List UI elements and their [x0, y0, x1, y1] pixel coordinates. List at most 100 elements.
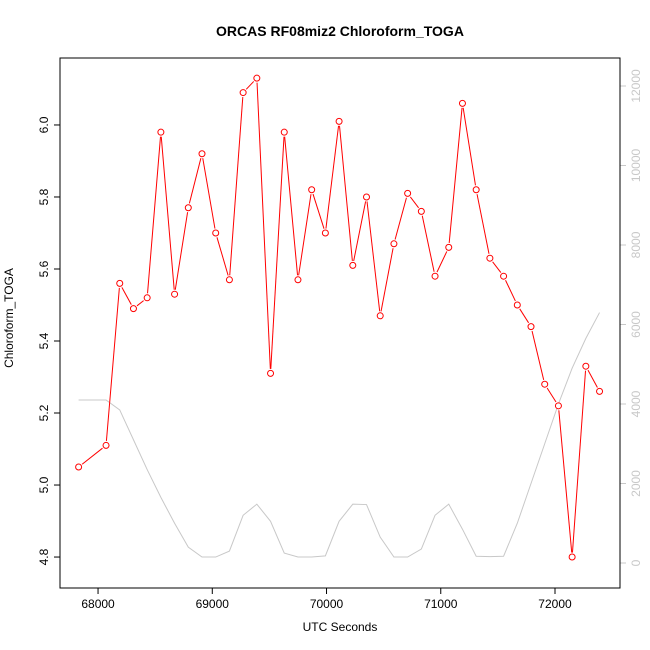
series-segment-0-5 — [160, 136, 175, 290]
series-segment-0-4 — [147, 136, 162, 294]
series-segment-0-26 — [448, 107, 463, 243]
data-point — [376, 312, 384, 320]
series-segment-0-20 — [366, 201, 381, 312]
x-tick-label: 72000 — [538, 597, 572, 611]
series-segment-0-29 — [492, 261, 502, 273]
y2-tick-label: 12000 — [629, 69, 643, 103]
series-segment-0-3 — [136, 300, 144, 307]
y-tick-label: 6.0 — [37, 116, 51, 133]
data-point — [458, 99, 466, 107]
data-point — [198, 150, 206, 158]
data-point — [554, 402, 562, 410]
series-segment-0-23 — [409, 196, 420, 209]
y2-tick-label: 2000 — [629, 470, 643, 497]
data-point — [75, 463, 83, 471]
series-segment-0-33 — [546, 387, 557, 403]
x-tick-label: 71000 — [424, 597, 458, 611]
data-point — [225, 276, 233, 284]
plot-frame — [59, 57, 621, 589]
series-segment-0-18 — [339, 125, 353, 261]
series-segment-0-30 — [505, 280, 516, 302]
data-point — [171, 290, 179, 298]
data-point — [541, 380, 549, 388]
data-point — [349, 261, 357, 269]
series-segment-0-27 — [462, 107, 476, 186]
x-axis-label: UTC Seconds — [303, 620, 378, 634]
series-segment-0-24 — [421, 215, 435, 272]
altitude-line — [78, 312, 600, 558]
series-segment-0-19 — [353, 201, 367, 262]
series-segment-0-21 — [380, 248, 394, 312]
series-segment-0-2 — [121, 287, 132, 305]
series-segment-0-11 — [245, 81, 255, 90]
data-point — [212, 229, 220, 237]
data-point — [294, 276, 302, 284]
series-segment-0-22 — [394, 197, 407, 240]
data-point — [431, 272, 439, 280]
data-point — [445, 243, 453, 251]
series-segment-0-1 — [105, 287, 120, 441]
data-point — [184, 204, 192, 212]
data-point — [472, 186, 480, 194]
x-tick-label: 68000 — [81, 597, 115, 611]
data-point — [513, 301, 521, 309]
y2-tick-label: 6000 — [629, 311, 643, 338]
data-point — [308, 186, 316, 194]
x-tick-label: 69000 — [196, 597, 230, 611]
series-segment-0-0 — [81, 447, 103, 465]
data-point — [404, 189, 412, 197]
y2-tick-label: 10000 — [629, 148, 643, 182]
data-point — [582, 362, 590, 370]
series-segment-0-28 — [476, 194, 490, 254]
data-point — [253, 74, 261, 82]
data-point — [596, 387, 604, 395]
series-segment-0-7 — [188, 158, 202, 204]
data-point — [390, 240, 398, 248]
data-point — [280, 128, 288, 136]
series-segment-0-8 — [202, 158, 216, 229]
data-point — [239, 89, 247, 97]
data-point — [363, 193, 371, 201]
series-segment-0-9 — [216, 237, 229, 276]
y-axis-label: Chloroform_TOGA — [2, 268, 16, 368]
series-segment-0-31 — [519, 308, 530, 324]
series-segment-0-25 — [436, 251, 448, 273]
series-segment-0-32 — [531, 330, 545, 380]
data-point — [335, 117, 343, 125]
data-point — [568, 553, 576, 561]
data-point — [116, 279, 124, 287]
data-point — [417, 207, 425, 215]
y-tick-label: 4.8 — [37, 548, 51, 565]
chart-title: ORCAS RF08miz2 Chloroform_TOGA — [216, 23, 464, 39]
series-segment-0-15 — [298, 194, 312, 276]
series-segment-0-34 — [558, 410, 573, 553]
y-tick-label: 5.6 — [37, 260, 51, 277]
series-segment-0-17 — [325, 125, 340, 229]
series-segment-0-14 — [284, 136, 299, 276]
y2-tick-label: 4000 — [629, 390, 643, 417]
series-segment-0-35 — [571, 370, 587, 553]
series-segment-0-12 — [256, 82, 271, 369]
data-point — [500, 272, 508, 280]
y-tick-label: 5.4 — [37, 332, 51, 349]
y-tick-label: 5.0 — [37, 476, 51, 493]
data-point — [527, 323, 535, 331]
y-tick-label: 5.8 — [37, 188, 51, 205]
series-segment-0-13 — [270, 136, 285, 369]
series-segment-0-16 — [312, 193, 325, 229]
data-point — [321, 229, 329, 237]
data-point — [157, 128, 165, 136]
series-segment-0-6 — [174, 212, 189, 290]
x-tick-label: 70000 — [310, 597, 344, 611]
series-segment-0-10 — [229, 97, 244, 276]
data-point — [486, 254, 494, 262]
data-point — [143, 294, 151, 302]
y2-tick-label: 8000 — [629, 231, 643, 258]
data-point — [102, 441, 110, 449]
y2-tick-label: 0 — [629, 559, 643, 566]
series-segment-0-36 — [587, 369, 598, 388]
data-point — [129, 305, 137, 313]
data-point — [267, 369, 275, 377]
y-tick-label: 5.2 — [37, 404, 51, 421]
